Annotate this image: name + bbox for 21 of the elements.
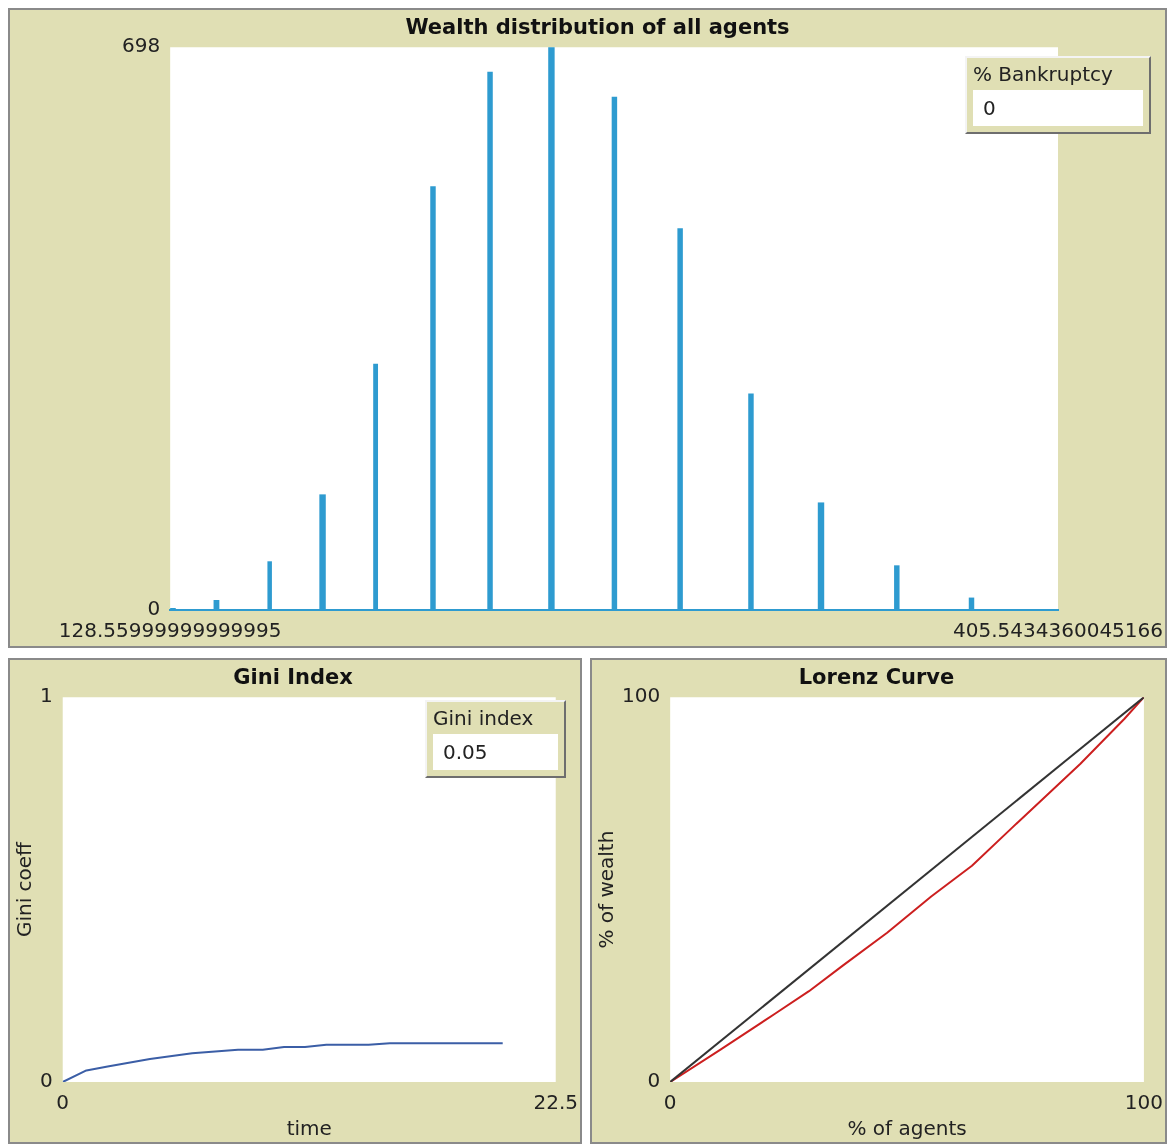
chart-title: Lorenz Curve [798,665,955,690]
x-tick-label: 128.55999999999995 [58,618,282,643]
x-tick-label: 0 [56,1090,70,1115]
y-tick-label: 698 [121,33,161,58]
y-tick-label: 1 [39,683,53,708]
chart-title: Wealth distribution of all agents [405,15,790,40]
x-tick-label: 405.5434360045166 [953,618,1163,643]
x-tick-label: 0 [663,1090,677,1115]
y-axis-title: Gini coeff [12,840,37,938]
y-axis-title: % of wealth [594,830,619,949]
x-axis-title: % of agents [847,1116,967,1141]
annotation: Gini index [433,706,535,730]
value-field: 0.05 [433,734,558,770]
value-field: 0 [973,90,1143,126]
x-tick-label: 22.5 [533,1090,578,1115]
x-axis-title: time [286,1116,332,1141]
x-tick-label: 100 [1124,1090,1164,1115]
monitor-panel: % Bankruptcy 0 [965,56,1151,134]
monitor-panel: Gini index 0.05 [425,700,566,778]
chart-title: Gini Index [233,665,354,690]
annotation: % Bankruptcy [973,62,1114,86]
